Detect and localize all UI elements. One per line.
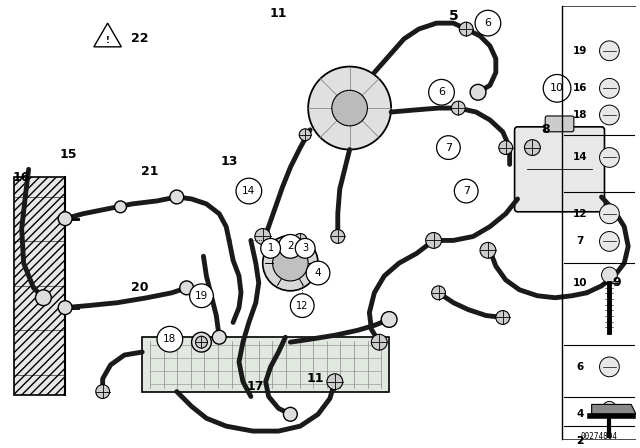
Text: 3: 3	[302, 243, 308, 253]
Text: 22: 22	[131, 32, 149, 45]
Text: 2: 2	[287, 241, 294, 251]
Circle shape	[212, 330, 226, 344]
Circle shape	[300, 129, 311, 141]
Circle shape	[600, 232, 620, 251]
Circle shape	[96, 385, 109, 398]
Circle shape	[429, 79, 454, 105]
Text: !: !	[106, 36, 109, 45]
Circle shape	[600, 41, 620, 60]
Circle shape	[262, 236, 318, 291]
Circle shape	[602, 401, 616, 415]
Text: 15: 15	[60, 148, 77, 161]
Circle shape	[308, 269, 322, 283]
Circle shape	[170, 190, 184, 204]
FancyBboxPatch shape	[545, 116, 574, 132]
Circle shape	[460, 22, 473, 36]
Text: 11: 11	[270, 7, 287, 20]
Text: 16: 16	[13, 171, 30, 184]
Text: 18: 18	[163, 334, 177, 344]
Text: 4: 4	[576, 409, 584, 419]
Text: 10: 10	[573, 278, 587, 288]
Circle shape	[180, 281, 193, 295]
Text: 10: 10	[550, 83, 564, 93]
FancyBboxPatch shape	[142, 337, 389, 392]
Circle shape	[371, 334, 387, 350]
Text: 7: 7	[445, 142, 452, 153]
Circle shape	[470, 84, 486, 100]
Text: 17: 17	[247, 380, 264, 393]
Circle shape	[454, 179, 478, 203]
Text: 1: 1	[268, 243, 274, 253]
Text: 7: 7	[576, 237, 584, 246]
Circle shape	[306, 261, 330, 285]
Circle shape	[58, 301, 72, 314]
Bar	[14, 177, 65, 395]
Polygon shape	[94, 23, 122, 47]
Text: 19: 19	[573, 46, 587, 56]
Circle shape	[426, 233, 442, 248]
Text: 2: 2	[576, 436, 584, 446]
Circle shape	[480, 242, 496, 258]
Circle shape	[191, 332, 211, 352]
Circle shape	[543, 74, 571, 102]
Text: 4: 4	[315, 268, 321, 278]
Text: 00274804: 00274804	[580, 431, 617, 440]
Circle shape	[381, 311, 397, 327]
Text: 14: 14	[572, 152, 587, 163]
Circle shape	[496, 310, 509, 324]
Circle shape	[499, 141, 513, 155]
Text: 11: 11	[307, 372, 324, 385]
Circle shape	[431, 286, 445, 300]
Circle shape	[115, 201, 126, 213]
Circle shape	[600, 105, 620, 125]
Text: 14: 14	[243, 186, 255, 196]
Text: 19: 19	[195, 291, 208, 301]
Circle shape	[273, 246, 308, 281]
Text: 12: 12	[573, 209, 587, 219]
Polygon shape	[591, 405, 636, 414]
Text: 16: 16	[573, 83, 587, 93]
Circle shape	[58, 212, 72, 226]
Circle shape	[600, 204, 620, 224]
Text: 6: 6	[438, 87, 445, 97]
Circle shape	[475, 10, 500, 36]
Circle shape	[331, 229, 345, 243]
Circle shape	[189, 284, 213, 308]
Circle shape	[436, 136, 460, 159]
Text: 13: 13	[220, 155, 238, 168]
Circle shape	[293, 233, 307, 247]
Circle shape	[294, 295, 310, 310]
Circle shape	[278, 234, 302, 258]
Circle shape	[600, 357, 620, 377]
Circle shape	[600, 78, 620, 98]
Text: 7: 7	[463, 186, 470, 196]
Circle shape	[600, 147, 620, 168]
Circle shape	[291, 294, 314, 318]
Circle shape	[284, 407, 298, 421]
Circle shape	[332, 90, 367, 126]
Text: 6: 6	[576, 362, 584, 372]
Circle shape	[196, 336, 207, 348]
Circle shape	[157, 327, 182, 352]
Circle shape	[308, 67, 391, 150]
Circle shape	[327, 374, 342, 390]
Circle shape	[295, 238, 315, 258]
Text: 21: 21	[141, 165, 159, 178]
Circle shape	[255, 228, 271, 245]
Circle shape	[451, 101, 465, 115]
Text: 12: 12	[296, 301, 308, 310]
Text: 2: 2	[576, 436, 584, 446]
Circle shape	[524, 140, 540, 155]
FancyBboxPatch shape	[515, 127, 605, 212]
Text: 6: 6	[484, 18, 492, 28]
Text: 20: 20	[131, 281, 149, 294]
Text: 8: 8	[541, 123, 550, 136]
Text: 18: 18	[573, 110, 587, 120]
Text: 5: 5	[449, 9, 458, 23]
Circle shape	[35, 290, 51, 306]
Circle shape	[236, 178, 262, 204]
Circle shape	[602, 267, 618, 283]
Circle shape	[260, 238, 280, 258]
Text: 9: 9	[612, 276, 621, 289]
